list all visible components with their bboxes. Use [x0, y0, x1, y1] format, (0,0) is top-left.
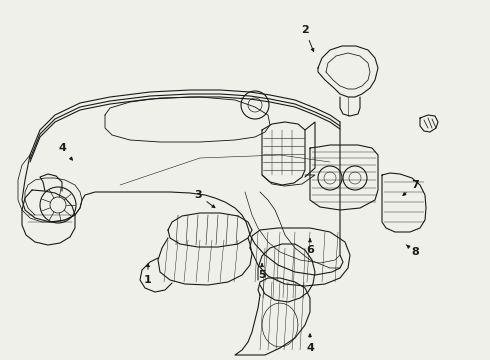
Text: 6: 6 [306, 239, 314, 255]
Text: 5: 5 [258, 264, 266, 280]
Text: 2: 2 [301, 25, 314, 51]
Text: 4: 4 [306, 334, 314, 353]
Text: 8: 8 [406, 245, 419, 257]
Text: 4: 4 [58, 143, 73, 160]
Text: 1: 1 [144, 264, 152, 285]
Text: 3: 3 [194, 190, 215, 208]
Text: 7: 7 [403, 180, 419, 195]
